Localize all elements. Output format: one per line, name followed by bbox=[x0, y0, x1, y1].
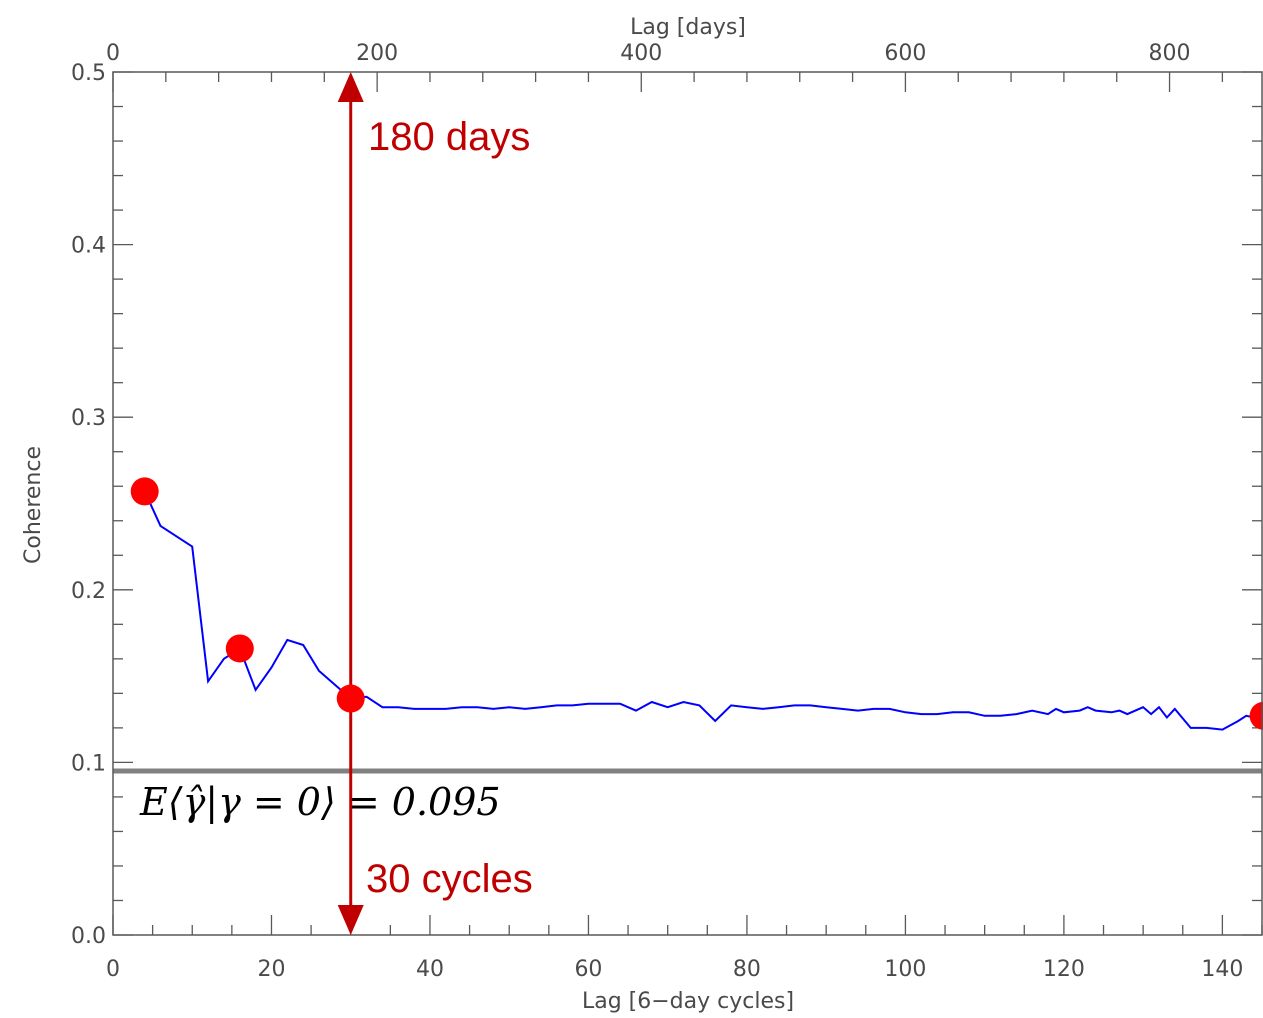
days-annotation: 180 days bbox=[368, 115, 530, 159]
x-tick-label: 0 bbox=[106, 957, 120, 982]
x2-tick-label: 800 bbox=[1149, 41, 1191, 66]
arrow-up-icon bbox=[337, 72, 364, 102]
x2-tick-label: 400 bbox=[620, 41, 662, 66]
highlight-marker bbox=[336, 684, 365, 713]
x-axis-label: Lag [6−day cycles] bbox=[582, 989, 794, 1014]
coherence-series-line bbox=[143, 490, 1263, 731]
highlight-marker bbox=[1249, 701, 1263, 730]
x-tick-label: 80 bbox=[733, 957, 761, 982]
plot-frame bbox=[112, 71, 1263, 936]
y-tick-label: 0.3 bbox=[71, 406, 106, 431]
x2-tick-label: 200 bbox=[356, 41, 398, 66]
x-tick-label: 140 bbox=[1201, 957, 1243, 982]
cycles-annotation: 30 cycles bbox=[366, 857, 533, 901]
arrow-down-icon bbox=[337, 905, 364, 935]
highlight-marker bbox=[225, 634, 254, 663]
x-tick-label: 60 bbox=[574, 957, 602, 982]
y-tick-label: 0.4 bbox=[71, 234, 106, 259]
x-tick-label: 20 bbox=[257, 957, 285, 982]
x-tick-label: 40 bbox=[416, 957, 444, 982]
y-tick-label: 0.2 bbox=[71, 579, 106, 604]
y-tick-label: 0.5 bbox=[71, 61, 106, 86]
y-tick-label: 0.1 bbox=[71, 751, 106, 776]
expectation-annotation: E⟨γ̂|γ = 0⟩ = 0.095 bbox=[139, 780, 501, 824]
x-tick-label: 120 bbox=[1043, 957, 1085, 982]
y-axis-label: Coherence bbox=[21, 446, 46, 564]
x-tick-label: 100 bbox=[884, 957, 926, 982]
x2-tick-label: 0 bbox=[106, 41, 120, 66]
highlight-marker bbox=[130, 477, 159, 506]
y-tick-label: 0.0 bbox=[71, 924, 106, 949]
tick-labels: 0 20 40 60 80 100 120 140 0 200 400 600 800 0.0 0.1 0.2… bbox=[71, 41, 1243, 982]
highlight-markers bbox=[130, 477, 1263, 730]
x2-tick-label: 600 bbox=[884, 41, 926, 66]
x2-axis-label: Lag [days] bbox=[630, 15, 746, 40]
